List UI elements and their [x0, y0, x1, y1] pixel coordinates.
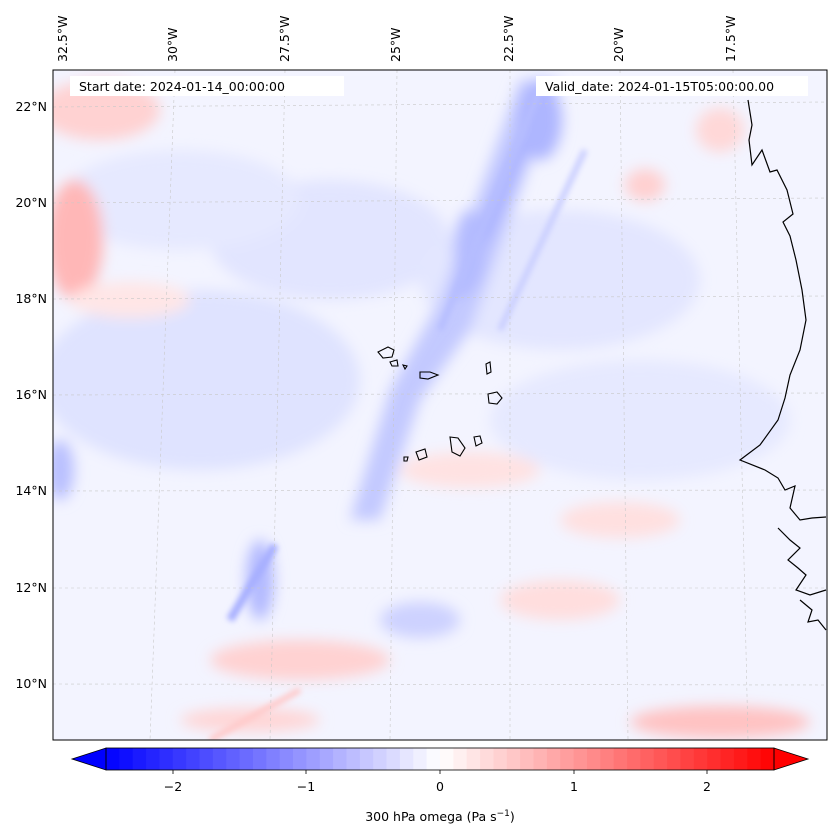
colorbar-tick-label: −2: [164, 779, 182, 794]
lon-label: 32.5°W: [55, 16, 70, 62]
colorbar-cell: [226, 748, 241, 770]
lon-label: 25°W: [388, 27, 403, 62]
omega-streaks: [208, 88, 588, 740]
gridlines: [53, 70, 827, 740]
map-frame: [52, 69, 828, 741]
colorbar-cell: [440, 748, 454, 770]
lon-label: 20°W: [611, 27, 626, 62]
colorbar-cell: [146, 748, 161, 770]
colorbar-cell: [613, 748, 628, 770]
colorbar-cell: [667, 748, 682, 770]
colorbar-max-arrow: [773, 747, 810, 771]
lat-label: 20°N: [15, 195, 47, 210]
colorbar-cell: [199, 748, 214, 770]
colorbar-cell: [399, 748, 414, 770]
lon-label: 27.5°W: [277, 16, 292, 62]
colorbar-cell: [600, 748, 615, 770]
colorbar-cell: [573, 748, 588, 770]
colorbar-label-main: 300 hPa omega (Pa s: [365, 809, 496, 824]
header: Start date: 2024-01-14_00:00:00 Valid_da…: [70, 76, 808, 96]
longitude-labels: 32.5°W 30°W 27.5°W 25°W 22.5°W 20°W 17.5…: [55, 16, 738, 62]
colorbar-label-end: ): [510, 809, 515, 824]
start-date-text: Start date: 2024-01-14_00:00:00: [79, 79, 285, 94]
colorbar-cell: [172, 748, 187, 770]
colorbar-cell: [680, 748, 695, 770]
colorbar-cell: [266, 748, 281, 770]
omega-field: [53, 80, 810, 738]
lon-label: 30°W: [165, 27, 180, 62]
colorbar-cell: [720, 748, 735, 770]
colorbar-cell: [373, 748, 388, 770]
colorbar-min-arrow: [70, 747, 107, 771]
colorbar-cell: [707, 748, 722, 770]
colorbar-cell: [693, 748, 708, 770]
colorbar-cell: [106, 748, 120, 770]
colorbar-cell: [413, 748, 428, 770]
colorbar-cell: [212, 748, 227, 770]
colorbar-tick-label: −1: [297, 779, 315, 794]
colorbar-cell: [453, 748, 468, 770]
colorbar-cell: [333, 748, 348, 770]
lat-label: 12°N: [15, 580, 47, 595]
latitude-labels: 22°N 20°N 18°N 16°N 14°N 12°N 10°N: [15, 99, 47, 691]
colorbar-cell: [346, 748, 361, 770]
lat-label: 16°N: [15, 387, 47, 402]
start-date-box: [70, 76, 344, 96]
colorbar-cell: [119, 748, 134, 770]
colorbar-cell: [640, 748, 655, 770]
lat-label: 10°N: [15, 676, 47, 691]
lon-label: 17.5°W: [723, 16, 738, 62]
colorbar-cell: [560, 748, 575, 770]
colorbar-label: 300 hPa omega (Pa s−1): [365, 809, 515, 824]
colorbar-cell: [186, 748, 201, 770]
colorbar-cell: [480, 748, 495, 770]
colorbar-cell: [586, 748, 601, 770]
lat-label: 14°N: [15, 483, 47, 498]
colorbar-cell: [159, 748, 174, 770]
colorbar-cell: [359, 748, 374, 770]
colorbar-tick-label: 1: [570, 779, 578, 794]
colorbar-cell: [386, 748, 401, 770]
map-panel: [52, 69, 828, 741]
colorbar-cell: [293, 748, 307, 770]
colorbar-cell: [239, 748, 254, 770]
colorbar-label-sup: −1: [497, 809, 510, 819]
colorbar-cell: [520, 748, 535, 770]
colorbar-tick-label: 0: [436, 779, 444, 794]
valid-date-box: [536, 76, 808, 96]
colorbar-cell: [506, 748, 521, 770]
colorbar-cell: [533, 748, 548, 770]
coastline: [738, 99, 827, 631]
colorbar-cell: [627, 748, 641, 770]
colorbar-cell: [252, 748, 267, 770]
colorbar-cell: [747, 748, 762, 770]
colorbar-cell: [760, 748, 775, 770]
lat-label: 18°N: [15, 291, 47, 306]
colorbar-cell: [426, 748, 441, 770]
valid-date-text: Valid_date: 2024-01-15T05:00:00.00: [545, 79, 774, 94]
colorbar-ticks: −2 −1 0 1 2: [164, 770, 711, 794]
lat-label: 22°N: [15, 99, 47, 114]
colorbar-cells: [106, 748, 775, 770]
colorbar-cell: [733, 748, 748, 770]
colorbar-cell: [132, 748, 147, 770]
colorbar-cell: [546, 748, 561, 770]
colorbar-cell: [279, 748, 294, 770]
lon-label: 22.5°W: [501, 16, 516, 62]
colorbar-cell: [319, 748, 334, 770]
colorbar: −2 −1 0 1 2 300 hPa omega (Pa s−1): [70, 747, 810, 824]
colorbar-cell: [653, 748, 668, 770]
colorbar-cell: [306, 748, 321, 770]
cape-verde-islands: [377, 346, 503, 462]
colorbar-cell: [493, 748, 508, 770]
colorbar-tick-label: 2: [703, 779, 711, 794]
colorbar-cell: [466, 748, 481, 770]
